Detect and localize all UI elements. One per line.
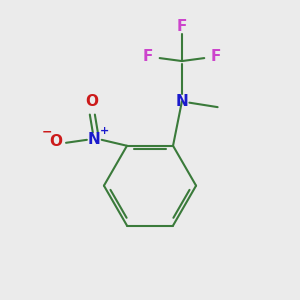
Text: +: + xyxy=(100,126,109,136)
Text: N: N xyxy=(176,94,188,109)
Text: F: F xyxy=(211,49,221,64)
Text: O: O xyxy=(85,94,98,109)
Text: O: O xyxy=(49,134,62,149)
Text: −: − xyxy=(41,125,52,138)
Text: N: N xyxy=(88,132,100,147)
Text: F: F xyxy=(142,49,153,64)
Text: F: F xyxy=(177,20,187,34)
